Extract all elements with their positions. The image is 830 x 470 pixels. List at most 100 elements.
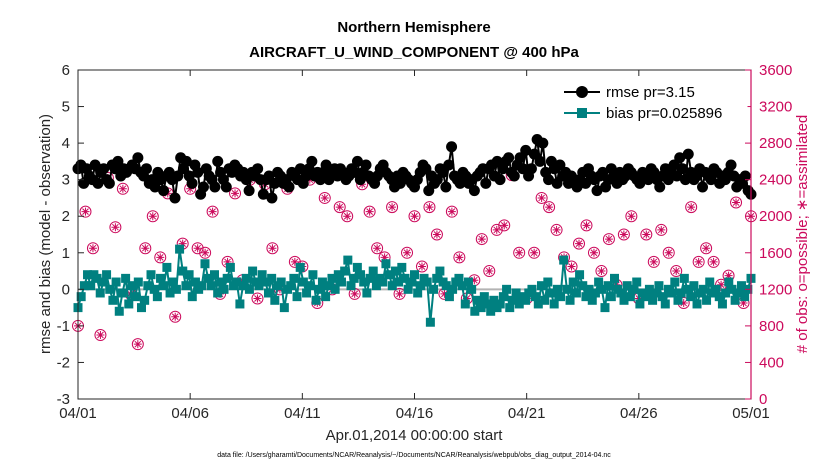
obs-assimilated-point <box>388 203 397 212</box>
chart-title: Northern Hemisphere <box>337 19 490 36</box>
bias-point <box>311 295 321 305</box>
bias-point <box>200 259 210 269</box>
rmse-point <box>682 148 694 160</box>
bias-point <box>511 288 521 298</box>
bias-point <box>330 284 340 294</box>
obs-assimilated-point <box>515 248 524 257</box>
bias-point <box>721 288 731 298</box>
obs-assimilated-point <box>694 257 703 266</box>
bias-point <box>514 299 524 309</box>
bias-point <box>279 303 289 313</box>
obs-assimilated-point <box>657 225 666 234</box>
bias-point <box>333 270 343 280</box>
bias-point <box>343 255 353 265</box>
obs-assimilated-point <box>193 244 202 253</box>
bias-point <box>689 281 699 291</box>
bias-point <box>679 273 689 283</box>
obs-assimilated-point <box>530 248 539 257</box>
bias-point <box>121 273 131 283</box>
obs-possible-point <box>363 205 376 218</box>
y-tick-label: -3 <box>57 391 70 408</box>
bias-point <box>327 273 337 283</box>
bias-point <box>463 277 473 287</box>
bias-point <box>406 277 416 287</box>
obs-assimilated-point <box>118 184 127 193</box>
obs-assimilated-point <box>178 239 187 248</box>
rmse-point <box>212 155 224 167</box>
obs-possible-point <box>79 205 92 218</box>
obs-assimilated-point <box>365 207 374 216</box>
bias-point <box>181 281 191 291</box>
bias-point <box>422 277 432 287</box>
obs-assimilated-point <box>619 230 628 239</box>
bias-point <box>581 292 591 302</box>
bias-point <box>149 284 159 294</box>
bias-point <box>140 295 150 305</box>
bias-point <box>476 303 486 313</box>
bias-point <box>156 273 166 283</box>
bias-point <box>552 284 562 294</box>
bias-point <box>562 284 572 294</box>
bias-point <box>305 281 315 291</box>
bias-point <box>241 273 251 283</box>
bias-point <box>705 277 715 287</box>
obs-assimilated-point <box>477 235 486 244</box>
y-tick-label: -2 <box>57 354 70 371</box>
rmse-point <box>220 181 232 193</box>
bias-point <box>356 270 366 280</box>
obs-assimilated-point <box>208 207 217 216</box>
obs-assimilated-point <box>447 207 456 216</box>
obs-possible-point <box>587 246 600 259</box>
obs-assimilated-point <box>417 262 426 271</box>
bias-point <box>394 277 404 287</box>
bias-point <box>584 284 594 294</box>
rmse-point <box>725 159 737 171</box>
obs-assimilated-point <box>320 193 329 202</box>
bias-point <box>508 295 518 305</box>
bias-point <box>559 255 569 265</box>
obs-possible-point <box>146 210 159 223</box>
obs-assimilated-point <box>500 221 509 230</box>
bias-point <box>270 295 280 305</box>
bias-point <box>565 295 575 305</box>
obs-assimilated-point <box>253 294 262 303</box>
obs-assimilated-point <box>470 276 479 285</box>
rmse-point <box>209 181 221 193</box>
bias-point <box>244 284 254 294</box>
obs-assimilated-point <box>545 203 554 212</box>
obs-possible-point <box>229 187 242 200</box>
bias-point <box>527 284 537 294</box>
bias-point <box>254 281 264 291</box>
obs-assimilated-point <box>664 248 673 257</box>
bias-point <box>483 299 493 309</box>
obs-possible-point <box>490 223 503 236</box>
bias-point <box>102 270 112 280</box>
bias-point <box>717 299 727 309</box>
bias-point <box>495 299 505 309</box>
obs-possible-point <box>453 251 466 264</box>
rmse-point <box>252 163 264 175</box>
bias-point <box>714 292 724 302</box>
bias-point <box>521 295 531 305</box>
obs-possible-point <box>206 205 219 218</box>
bias-point <box>692 299 702 309</box>
y2-tick-label: 800 <box>759 318 784 335</box>
x-tick-label: 04/11 <box>284 405 320 422</box>
obs-assimilated-point <box>597 267 606 276</box>
bias-point <box>152 292 162 302</box>
y-tick-label: 6 <box>62 62 70 79</box>
bias-point <box>387 281 397 291</box>
obs-possible-point <box>251 292 264 305</box>
bias-point <box>473 295 483 305</box>
obs-assimilated-point <box>231 189 240 198</box>
bias-point <box>95 288 105 298</box>
rmse-point <box>158 185 170 197</box>
bias-point <box>578 281 588 291</box>
obs-assimilated-point <box>492 225 501 234</box>
bias-point <box>263 288 273 298</box>
bias-point <box>219 284 229 294</box>
bias-point <box>498 292 508 302</box>
bias-point <box>336 277 346 287</box>
bias-point <box>346 281 356 291</box>
obs-assimilated-point <box>732 198 741 207</box>
